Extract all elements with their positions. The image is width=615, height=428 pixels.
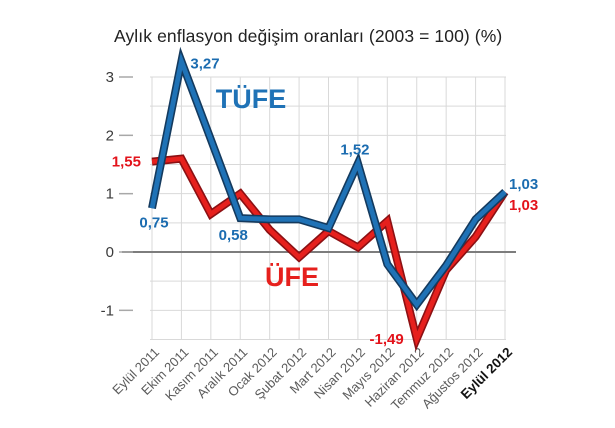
data-label: 1,55 [112, 154, 141, 171]
data-labels: 0,75 3,27 0,58 1,52 1,03 1,55 -1,49 1,03 [112, 55, 538, 348]
y-tick-label: 1 [106, 186, 114, 203]
y-tick-label: 2 [106, 127, 114, 144]
data-label: 3,27 [190, 55, 219, 72]
tüfe-series-label: TÜFE [216, 84, 287, 114]
grid [150, 76, 506, 340]
y-tick-label: 0 [106, 244, 114, 261]
tüfe-line [149, 52, 507, 309]
data-label: 0,58 [219, 227, 248, 244]
data-label: 0,75 [139, 214, 168, 231]
y-tick-label: -1 [101, 302, 114, 319]
data-label: -1,49 [370, 331, 404, 348]
chart-title: Aylık enflasyon değişim oranları (2003 =… [114, 26, 503, 46]
data-label: 1,52 [340, 141, 369, 158]
data-label: 1,03 [509, 197, 538, 214]
üfe-series-label: ÜFE [265, 262, 319, 292]
tüfe-series [148, 46, 508, 312]
y-tick-label: 3 [106, 69, 114, 86]
data-label: 1,03 [509, 176, 538, 193]
y-axis: 3 2 1 0 -1 [101, 69, 133, 319]
